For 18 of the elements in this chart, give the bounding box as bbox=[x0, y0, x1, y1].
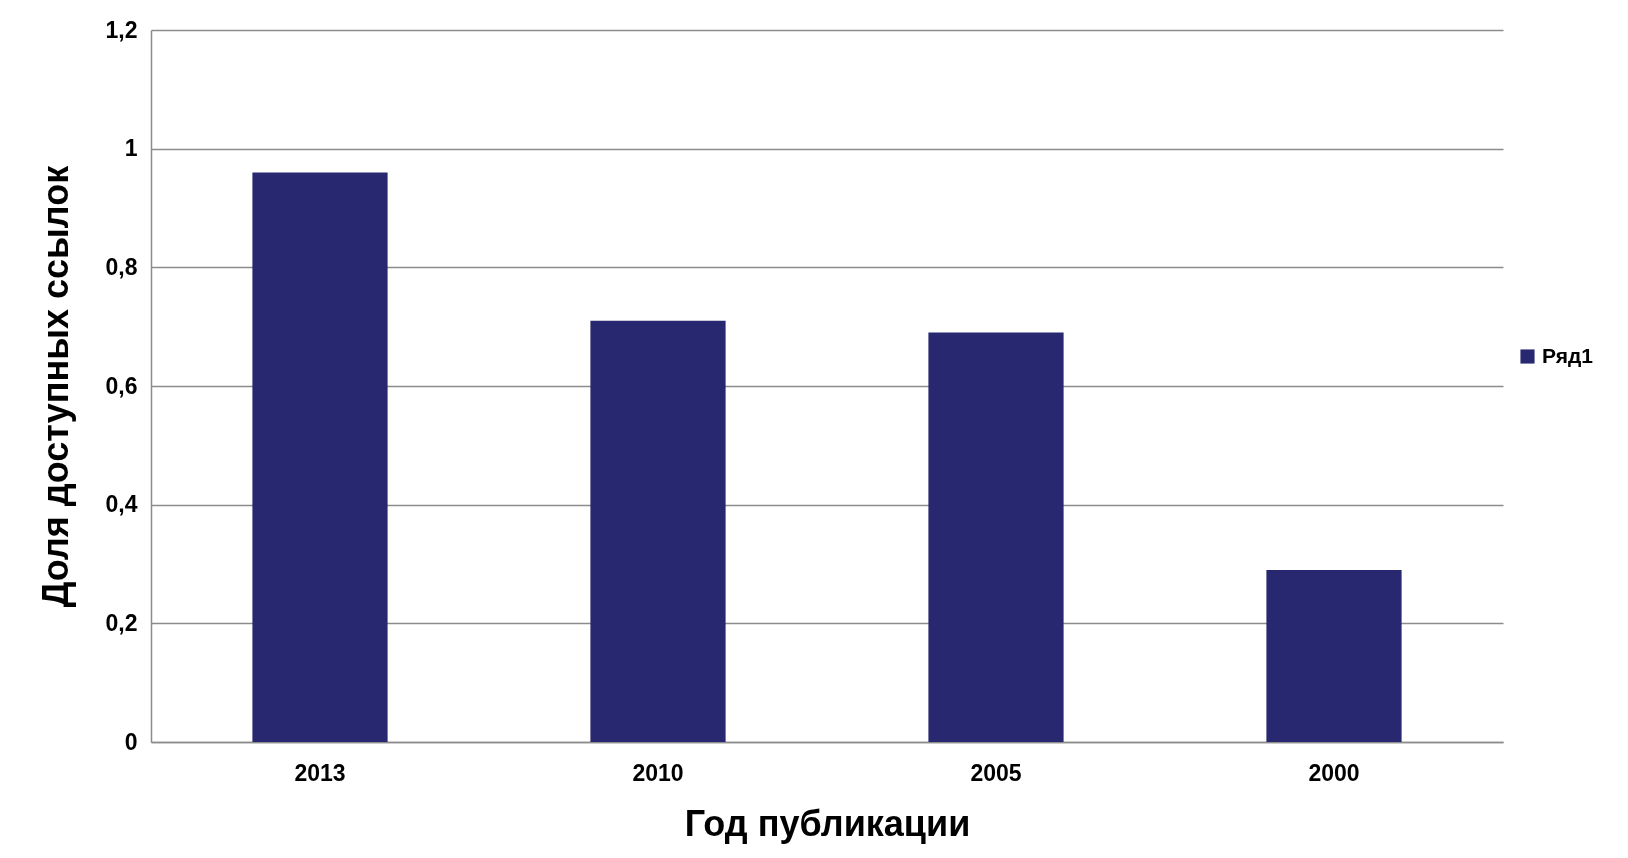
y-tick-label: 1,2 bbox=[105, 16, 138, 43]
y-tick-label: 0,8 bbox=[105, 253, 138, 280]
x-tick-label: 2013 bbox=[294, 759, 346, 786]
bar bbox=[252, 172, 388, 742]
y-tick-label: 0 bbox=[124, 728, 138, 755]
bar bbox=[590, 320, 726, 742]
bar bbox=[1266, 569, 1402, 742]
x-tick-label: 2010 bbox=[632, 759, 684, 786]
bar bbox=[928, 332, 1064, 742]
y-tick-label: 0,6 bbox=[105, 372, 138, 399]
x-tick-label: 2000 bbox=[1308, 759, 1360, 786]
x-tick-label: 2005 bbox=[970, 759, 1022, 786]
legend-label: Ряд1 bbox=[1542, 343, 1594, 367]
y-tick-label: 0,4 bbox=[105, 491, 138, 518]
y-tick-label: 0,2 bbox=[105, 609, 138, 636]
x-axis-title: Год публикации bbox=[684, 802, 971, 844]
y-tick-label: 1 bbox=[124, 135, 138, 162]
y-axis-title: Доля доступных ссылок bbox=[34, 164, 76, 608]
